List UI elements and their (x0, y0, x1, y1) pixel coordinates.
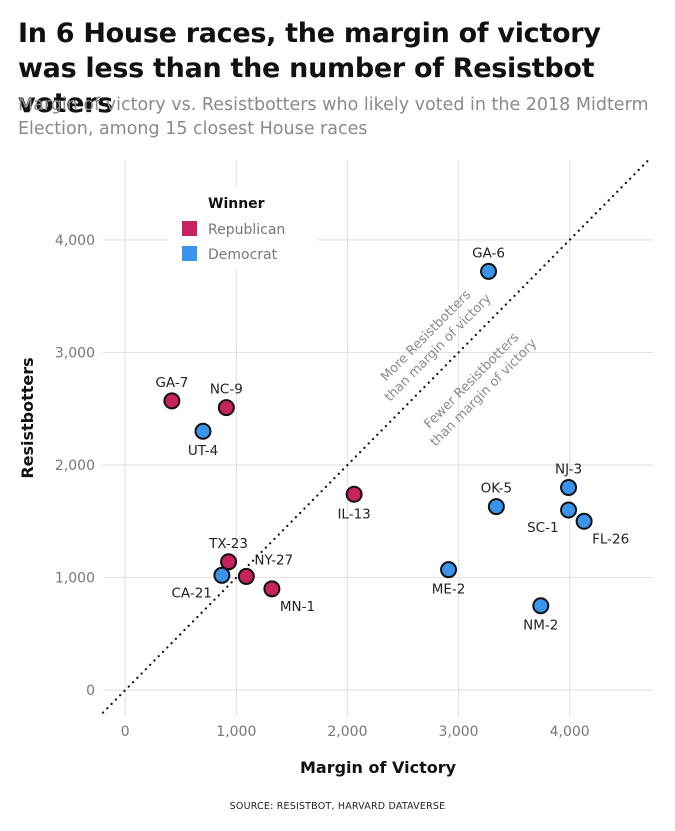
legend-label-republican: Republican (208, 222, 285, 238)
x-tick-label: 4,000 (550, 724, 590, 740)
y-tick-label: 3,000 (55, 345, 95, 361)
data-point-mn-1 (263, 580, 281, 598)
y-tick-label: 1,000 (55, 571, 95, 587)
data-point-nj-3 (560, 479, 578, 497)
x-tick-label: 0 (121, 724, 130, 740)
data-point-label: IL-13 (337, 506, 370, 522)
data-point-label: OK-5 (481, 481, 513, 497)
data-point-label: TX-23 (208, 536, 248, 552)
data-point-il-13 (345, 485, 363, 503)
data-point-ny-27 (237, 567, 255, 585)
data-point-tx-23 (220, 553, 238, 571)
y-tick-label: 0 (86, 683, 95, 699)
axis-layer: 0 1,000 2,000 3,000 4,000 0 1,000 2,000 3,000 4,0… (18, 233, 590, 777)
diagonal-reference-line (101, 158, 650, 714)
x-tick-label: 3,000 (439, 724, 479, 740)
legend-title: Winner (208, 196, 265, 212)
data-point-me-2 (440, 561, 458, 579)
x-tick-label: 2,000 (327, 724, 367, 740)
x-tick-label: 1,000 (216, 724, 256, 740)
data-point-ok-5 (487, 498, 505, 516)
point-layer: GA-7 NC-9 UT-4 IL-13 GA-6 NJ-3 OK-5 SC-1 FL-26 TX… (155, 245, 629, 633)
data-point-label: NJ-3 (555, 462, 582, 478)
legend-label-democrat: Democrat (208, 247, 278, 263)
legend-swatch-democrat (182, 246, 197, 261)
data-point-ga-6 (480, 262, 498, 280)
data-point-label: NC-9 (210, 382, 243, 398)
data-point-label: GA-7 (155, 375, 188, 391)
data-point-label: SC-1 (527, 520, 558, 536)
data-point-nc-9 (217, 399, 235, 417)
y-tick-label: 4,000 (55, 233, 95, 249)
x-axis-title: Margin of Victory (300, 758, 457, 777)
data-point-label: FL-26 (592, 531, 629, 547)
data-point-sc-1 (560, 501, 578, 519)
data-point-label: GA-6 (472, 245, 505, 261)
data-point-label: MN-1 (280, 599, 315, 615)
data-point-fl-26 (575, 512, 593, 530)
data-point-label: CA-21 (171, 585, 211, 601)
data-point-label: ME-2 (432, 582, 466, 598)
reference-line-layer (101, 158, 650, 714)
data-point-label: NM-2 (523, 618, 558, 634)
data-point-ca-21 (213, 566, 231, 584)
y-axis-title: Resistbotters (18, 357, 37, 478)
data-point-label: NY-27 (254, 552, 293, 568)
legend: Winner Republican Democrat (168, 186, 318, 270)
chart-title: In 6 House races, the margin of victory … (18, 18, 601, 119)
chart-subtitle: Margin of victory vs. Resistbotters who … (18, 95, 649, 139)
legend-swatch-republican (182, 221, 197, 236)
y-tick-label: 2,000 (55, 458, 95, 474)
data-point-label: UT-4 (188, 443, 218, 459)
source-note: SOURCE: RESISTBOT, HARVARD DATAVERSE (229, 801, 446, 812)
data-point-ut-4 (194, 422, 212, 440)
data-point-nm-2 (532, 597, 550, 615)
data-point-ga-7 (163, 392, 181, 410)
